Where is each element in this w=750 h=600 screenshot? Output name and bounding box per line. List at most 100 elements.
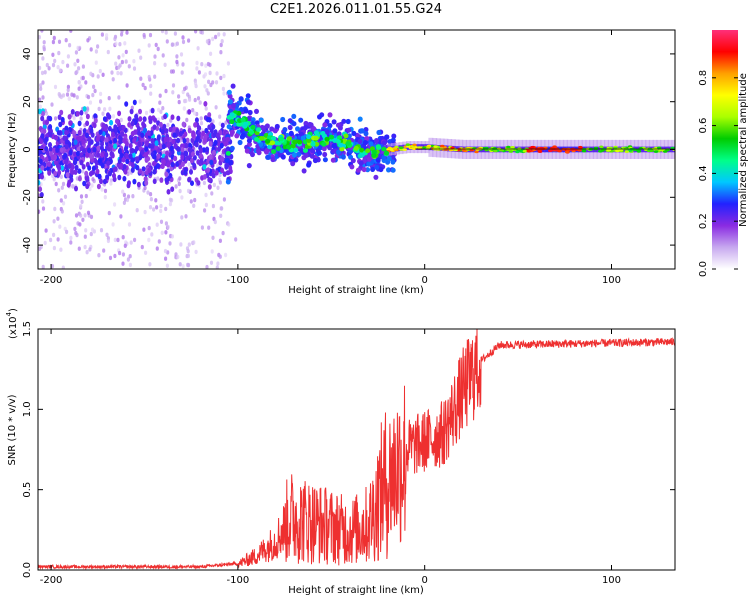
spectrogram-track-halo xyxy=(327,123,333,129)
spectrogram-track-halo xyxy=(336,131,342,137)
spectrogram-band-point xyxy=(105,174,110,180)
spectrogram-marks xyxy=(38,30,680,269)
x-tick-label: 100 xyxy=(602,275,621,286)
spectrogram-band-point xyxy=(38,108,42,115)
spectrogram-noise-point xyxy=(38,104,42,109)
spectrogram-tail-core xyxy=(675,147,680,153)
spectrogram-noise-point xyxy=(157,107,161,113)
spectrogram-band-point xyxy=(181,121,186,128)
spectrogram-noise-point xyxy=(71,183,75,189)
spectrogram-band-point xyxy=(145,140,149,146)
spectrogram-track-core xyxy=(359,152,365,158)
spectrogram-band-point xyxy=(67,163,72,169)
colorbar-tick-label: 0.0 xyxy=(698,261,709,277)
spectrogram-noise-point xyxy=(111,77,115,82)
spectrogram-band-point xyxy=(144,152,149,158)
snr-y-ticks: 0.0 0.5 1.0 1.5 xyxy=(22,321,675,578)
spectrogram-track-core xyxy=(290,143,296,149)
spectrogram-band-point xyxy=(137,130,142,136)
spectrogram-noise-point xyxy=(221,230,225,236)
spectrogram-band-point xyxy=(203,133,208,140)
spectrogram-band-point xyxy=(95,168,100,175)
snr-x-ticks: -200 -100 0 100 xyxy=(40,329,621,586)
spectrogram-noise-point xyxy=(200,61,204,67)
spectrogram-noise-point xyxy=(219,75,223,81)
spectrogram-noise-point xyxy=(213,219,217,225)
spectrogram-track-core xyxy=(310,141,316,147)
spectrogram-band-point xyxy=(45,119,49,125)
spectrogram-noise-point xyxy=(118,42,122,47)
spectrogram-band-point xyxy=(152,178,157,185)
spectrogram-noise-point xyxy=(41,199,45,204)
spectrogram-noise-point xyxy=(142,227,146,232)
spectrogram-band-point xyxy=(141,166,146,172)
spectrogram-track-halo xyxy=(384,134,389,140)
spectrogram-track-halo xyxy=(317,150,322,156)
spectrogram-band-point xyxy=(123,168,128,174)
spectrogram-tail-core xyxy=(596,146,602,153)
spectrogram-band-point xyxy=(74,185,78,192)
colorbar-tick-label: 0.8 xyxy=(698,70,709,86)
spectrogram-track-core xyxy=(269,140,276,146)
spectrogram-band-point xyxy=(158,121,163,128)
spectrogram-track-halo xyxy=(308,122,314,128)
spectrogram-noise-point xyxy=(160,230,164,235)
spectrogram-band-point xyxy=(199,153,203,159)
spectrogram-noise-point xyxy=(73,226,77,232)
spectrogram-track-core xyxy=(519,150,524,153)
spectrogram-noise-point xyxy=(69,235,73,241)
spectrogram-track-halo xyxy=(291,121,297,127)
spectrogram-track-core xyxy=(321,141,327,147)
spectrogram-noise-point xyxy=(214,80,219,85)
spectrogram-band-point xyxy=(140,149,145,155)
spectrogram-noise-point xyxy=(88,247,92,252)
spectrogram-noise-point xyxy=(65,229,69,235)
spectrogram-band-point xyxy=(47,161,51,167)
spectrogram-noise-point xyxy=(86,106,90,111)
spectrogram-track-core xyxy=(335,139,341,144)
spectrogram-track-core xyxy=(242,123,248,129)
spectrogram-track-halo xyxy=(327,112,333,118)
spectrogram-track-core xyxy=(225,151,231,156)
spectrogram-band-point xyxy=(38,179,41,186)
spectrogram-track-core xyxy=(338,142,344,148)
spectrogram-track-halo xyxy=(244,148,250,154)
spectrogram-noise-point xyxy=(205,39,209,44)
spectrogram-band-point xyxy=(164,171,169,178)
spectrogram-noise-point xyxy=(39,83,43,88)
spectrogram-noise-point xyxy=(43,240,47,246)
spectrogram-track-halo xyxy=(336,149,341,155)
spectrogram-noise-point xyxy=(74,213,79,218)
spectrogram-track-halo xyxy=(291,113,297,119)
spectrogram-noise-point xyxy=(91,92,95,98)
spectrogram-noise-point xyxy=(94,49,98,54)
spectrogram-band-point xyxy=(40,173,44,180)
colorbar: 0.0 0.2 0.4 0.6 0.8 Normalized spectral ampl… xyxy=(698,30,749,277)
spectrogram-noise-point xyxy=(39,244,43,250)
spectrogram-band-point xyxy=(191,151,195,157)
spectrogram-band-point xyxy=(98,129,103,135)
spectrogram-noise-point xyxy=(193,111,197,116)
spectrogram-band-point xyxy=(82,128,87,134)
snr-scale-close: ) xyxy=(8,308,19,312)
spectrogram-noise-point xyxy=(218,254,222,259)
spectrogram-track-halo xyxy=(240,132,246,138)
spectrogram-noise-point xyxy=(86,94,91,100)
spectrogram-band-point xyxy=(207,117,212,123)
spectrogram-track-halo xyxy=(264,149,269,155)
spectrogram-band-point xyxy=(87,147,92,154)
spectrogram-noise-point xyxy=(187,162,191,167)
spectrogram-noise-point xyxy=(60,185,64,190)
spectrogram-noise-point xyxy=(127,222,132,227)
spectrogram-band-point xyxy=(164,155,169,161)
spectrogram-track-core xyxy=(475,148,480,151)
spectrogram-track-halo xyxy=(331,143,337,149)
spectrogram-noise-point xyxy=(148,205,153,210)
spectrogram-band-point xyxy=(127,180,131,186)
spectrogram-noise-point xyxy=(117,95,121,100)
spectrogram-noise-point xyxy=(177,181,181,187)
spectrogram-noise-point xyxy=(205,264,209,269)
spectrogram-tail-core xyxy=(428,144,434,151)
spectrogram-noise-point xyxy=(123,41,127,46)
x-tick-label: -100 xyxy=(227,575,250,586)
